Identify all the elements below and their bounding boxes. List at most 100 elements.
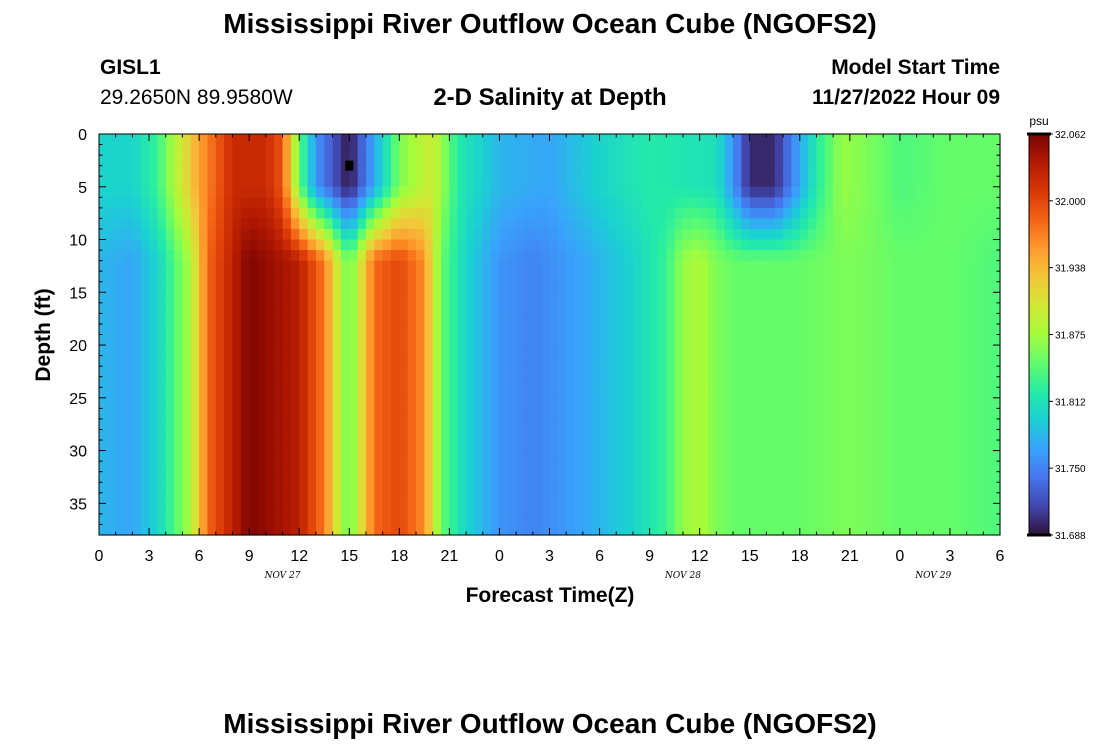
heatmap-cell xyxy=(899,292,909,304)
heatmap-cell xyxy=(466,397,476,409)
heatmap-cell xyxy=(816,461,826,473)
heatmap-cell xyxy=(874,260,884,272)
heatmap-cell xyxy=(974,376,984,388)
heatmap-cell xyxy=(891,513,901,526)
heatmap-cell xyxy=(741,366,751,378)
heatmap-cell xyxy=(849,271,859,283)
heatmap-cell xyxy=(240,281,250,293)
heatmap-cell xyxy=(616,250,626,262)
heatmap-cell xyxy=(299,461,309,473)
heatmap-cell xyxy=(399,155,409,167)
heatmap-cell xyxy=(849,366,859,378)
heatmap-cell xyxy=(290,376,300,388)
heatmap-cell xyxy=(207,482,217,494)
heatmap-cell xyxy=(541,260,551,272)
heatmap-cell xyxy=(315,418,325,431)
heatmap-cell xyxy=(441,503,450,515)
station-marker xyxy=(345,160,354,171)
heatmap-cell xyxy=(833,207,843,220)
heatmap-cell xyxy=(891,155,901,167)
heatmap-cell xyxy=(674,281,684,293)
heatmap-cell xyxy=(682,271,692,283)
heatmap-cell xyxy=(991,524,1001,536)
heatmap-cell xyxy=(624,323,634,336)
heatmap-cell xyxy=(933,408,943,420)
heatmap-cell xyxy=(482,376,492,388)
heatmap-cell xyxy=(432,376,442,388)
heatmap-cell xyxy=(349,503,359,515)
heatmap-cell xyxy=(99,302,108,314)
heatmap-cell xyxy=(916,323,926,336)
heatmap-cell xyxy=(591,461,601,473)
heatmap-cell xyxy=(724,397,734,409)
heatmap-cell xyxy=(974,355,984,367)
heatmap-cell xyxy=(783,492,793,504)
heatmap-cell xyxy=(349,450,359,462)
heatmap-cell xyxy=(849,134,859,146)
heatmap-cell xyxy=(666,429,676,441)
heatmap-cell xyxy=(390,176,400,188)
heatmap-cell xyxy=(841,513,851,526)
heatmap-cell xyxy=(265,461,275,473)
heatmap-cell xyxy=(441,228,450,241)
heatmap-cell xyxy=(616,524,626,536)
heatmap-cell xyxy=(674,260,684,272)
heatmap-cell xyxy=(749,260,759,272)
heatmap-cell xyxy=(482,440,492,452)
heatmap-cell xyxy=(541,345,551,357)
heatmap-cell xyxy=(207,471,217,483)
heatmap-cell xyxy=(758,228,767,241)
heatmap-cell xyxy=(733,376,742,388)
heatmap-cell xyxy=(466,260,476,272)
heatmap-cell xyxy=(607,355,617,367)
heatmap-cell xyxy=(499,250,509,262)
heatmap-cell xyxy=(574,250,584,262)
heatmap-cell xyxy=(958,186,968,198)
heatmap-cell xyxy=(716,250,726,262)
heatmap-cell xyxy=(340,450,350,462)
heatmap-cell xyxy=(416,271,425,283)
heatmap-cell xyxy=(249,292,259,304)
heatmap-cell xyxy=(424,218,434,230)
heatmap-cell xyxy=(916,271,926,283)
heatmap-cell xyxy=(716,207,726,220)
heatmap-cell xyxy=(557,471,567,483)
heatmap-cell xyxy=(699,250,709,262)
heatmap-cell xyxy=(332,218,342,230)
heatmap-cell xyxy=(315,471,325,483)
heatmap-cell xyxy=(766,302,776,314)
heatmap-cell xyxy=(290,292,300,304)
heatmap-cell xyxy=(199,503,209,515)
heatmap-cell xyxy=(891,355,901,367)
heatmap-cell xyxy=(549,471,559,483)
heatmap-cell xyxy=(382,440,392,452)
heatmap-cell xyxy=(724,408,734,420)
heatmap-cell xyxy=(516,271,526,283)
heatmap-cell xyxy=(215,313,225,325)
heatmap-cell xyxy=(499,492,509,504)
heatmap-cell xyxy=(282,144,292,156)
heatmap-cell xyxy=(941,345,951,357)
heatmap-cell xyxy=(641,429,651,441)
heatmap-cell xyxy=(841,155,851,167)
heatmap-cell xyxy=(574,197,584,209)
heatmap-cell xyxy=(974,250,984,262)
heatmap-cell xyxy=(232,302,242,314)
heatmap-cell xyxy=(516,397,526,409)
heatmap-cell xyxy=(357,186,367,198)
heatmap-cell xyxy=(582,418,592,431)
heatmap-cell xyxy=(165,207,175,220)
heatmap-cell xyxy=(607,260,617,272)
heatmap-cell xyxy=(574,228,584,241)
heatmap-cell xyxy=(349,144,359,156)
model-start-value: 11/27/2022 Hour 09 xyxy=(812,86,1000,109)
heatmap-cell xyxy=(491,461,501,473)
heatmap-cell xyxy=(441,134,450,146)
heatmap-cell xyxy=(215,250,225,262)
heatmap-cell xyxy=(566,239,576,251)
heatmap-cell xyxy=(949,134,959,146)
heatmap-cell xyxy=(916,492,926,504)
heatmap-cell xyxy=(741,271,751,283)
heatmap-cell xyxy=(749,482,759,494)
heatmap-cell xyxy=(983,482,993,494)
